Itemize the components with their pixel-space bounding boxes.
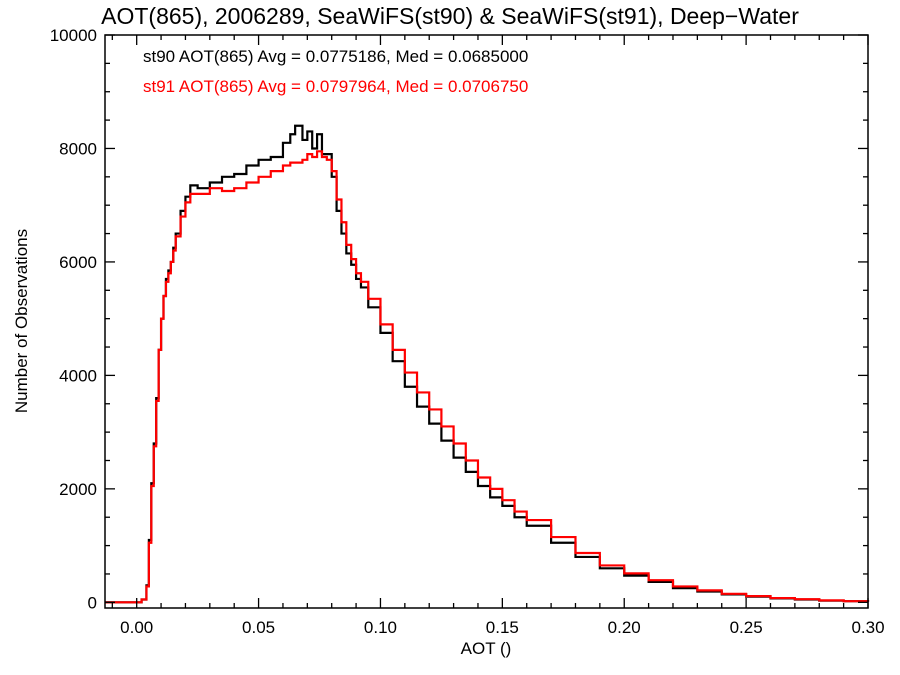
x-tick-label: 0.25 [730,618,763,637]
legend: st90 AOT(865) Avg = 0.0775186, Med = 0.0… [143,47,528,96]
chart-title: AOT(865), 2006289, SeaWiFS(st90) & SeaWi… [101,3,799,29]
y-axis-label: Number of Observations [12,229,31,413]
x-tick-label: 0.10 [364,618,397,637]
x-tick-label: 0.20 [608,618,641,637]
y-tick-label: 8000 [59,139,97,158]
x-tick-label: 0.30 [851,618,884,637]
series-line-st90 [105,124,870,604]
y-tick-label: 0 [88,593,97,612]
y-tick-label: 4000 [59,366,97,385]
legend-entry-st91: st91 AOT(865) Avg = 0.0797964, Med = 0.0… [143,77,528,96]
x-axis-label: AOT () [461,639,512,658]
legend-entry-st90: st90 AOT(865) Avg = 0.0775186, Med = 0.0… [143,47,528,66]
y-tick-label: 10000 [50,26,97,45]
y-tick-label: 2000 [59,480,97,499]
series-line-st91 [105,150,870,604]
tick-layer: 0.00 0.05 0.10 0.15 0.20 0.25 0.30 0 2000 4000 600… [50,26,885,637]
plot-frame [104,34,869,609]
y-tick-label: 6000 [59,253,97,272]
x-tick-label: 0.05 [242,618,275,637]
x-tick-label: 0.15 [486,618,519,637]
series-layer [105,124,870,604]
x-tick-label: 0.00 [120,618,153,637]
